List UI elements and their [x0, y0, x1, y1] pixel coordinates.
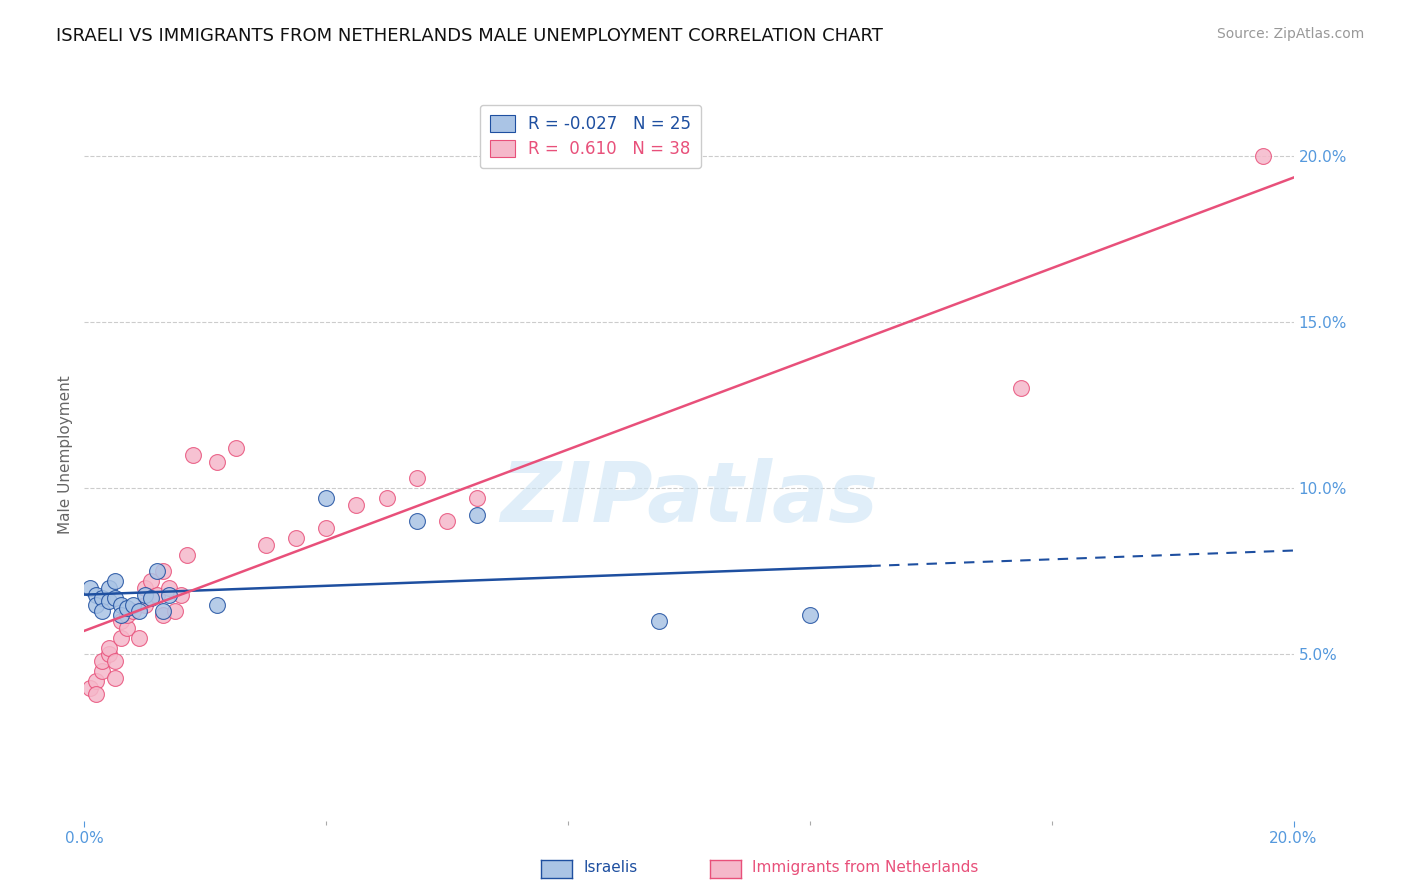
Point [146, 564, 169, 578]
Point [315, 491, 337, 505]
Point [467, 508, 489, 522]
Text: Source: ZipAtlas.com: Source: ZipAtlas.com [1216, 27, 1364, 41]
Point [315, 521, 337, 535]
Point [86, 673, 108, 688]
Point [146, 588, 169, 602]
Point [254, 538, 277, 552]
Point [104, 591, 127, 605]
Point [104, 654, 127, 668]
Text: ISRAELI VS IMMIGRANTS FROM NETHERLANDS MALE UNEMPLOYMENT CORRELATION CHART: ISRAELI VS IMMIGRANTS FROM NETHERLANDS M… [56, 27, 883, 45]
Point [128, 631, 150, 645]
Point [91, 654, 114, 668]
Point [97, 648, 120, 662]
Point [91, 664, 114, 678]
Point [157, 588, 180, 602]
Point [165, 604, 187, 618]
Point [406, 515, 429, 529]
Point [375, 491, 398, 505]
Point [121, 604, 143, 618]
Point [181, 448, 204, 462]
Point [91, 604, 114, 618]
Point [110, 631, 132, 645]
Point [139, 574, 162, 589]
Point [157, 581, 180, 595]
Point [104, 574, 127, 589]
Point [1253, 149, 1275, 163]
Point [110, 614, 132, 628]
Point [346, 498, 368, 512]
Point [91, 591, 114, 605]
Point [406, 471, 429, 485]
Point [139, 591, 162, 605]
Point [115, 621, 138, 635]
Point [79, 681, 101, 695]
Point [115, 600, 138, 615]
Point [134, 598, 156, 612]
Point [207, 598, 229, 612]
Point [285, 531, 308, 545]
Point [79, 581, 101, 595]
Text: ZIPatlas: ZIPatlas [501, 458, 877, 540]
Point [152, 607, 174, 622]
Point [86, 687, 108, 701]
Point [648, 614, 671, 628]
Point [110, 598, 132, 612]
Legend: R = -0.027   N = 25, R =  0.610   N = 38: R = -0.027 N = 25, R = 0.610 N = 38 [479, 105, 702, 168]
Point [121, 598, 143, 612]
Point [1011, 381, 1033, 395]
Y-axis label: Male Unemployment: Male Unemployment [58, 376, 73, 534]
Point [436, 515, 458, 529]
Point [207, 454, 229, 468]
Point [176, 548, 198, 562]
Text: Immigrants from Netherlands: Immigrants from Netherlands [752, 861, 979, 875]
Point [134, 588, 156, 602]
Point [86, 588, 108, 602]
Point [110, 607, 132, 622]
Point [86, 598, 108, 612]
Point [97, 640, 120, 655]
Point [467, 491, 489, 505]
Point [152, 564, 174, 578]
Point [225, 442, 247, 456]
Point [799, 607, 821, 622]
Point [152, 604, 174, 618]
Point [128, 604, 150, 618]
Point [115, 607, 138, 622]
Point [134, 581, 156, 595]
Text: Israelis: Israelis [583, 861, 638, 875]
Point [104, 671, 127, 685]
Point [170, 588, 193, 602]
Point [97, 594, 120, 608]
Point [97, 581, 120, 595]
